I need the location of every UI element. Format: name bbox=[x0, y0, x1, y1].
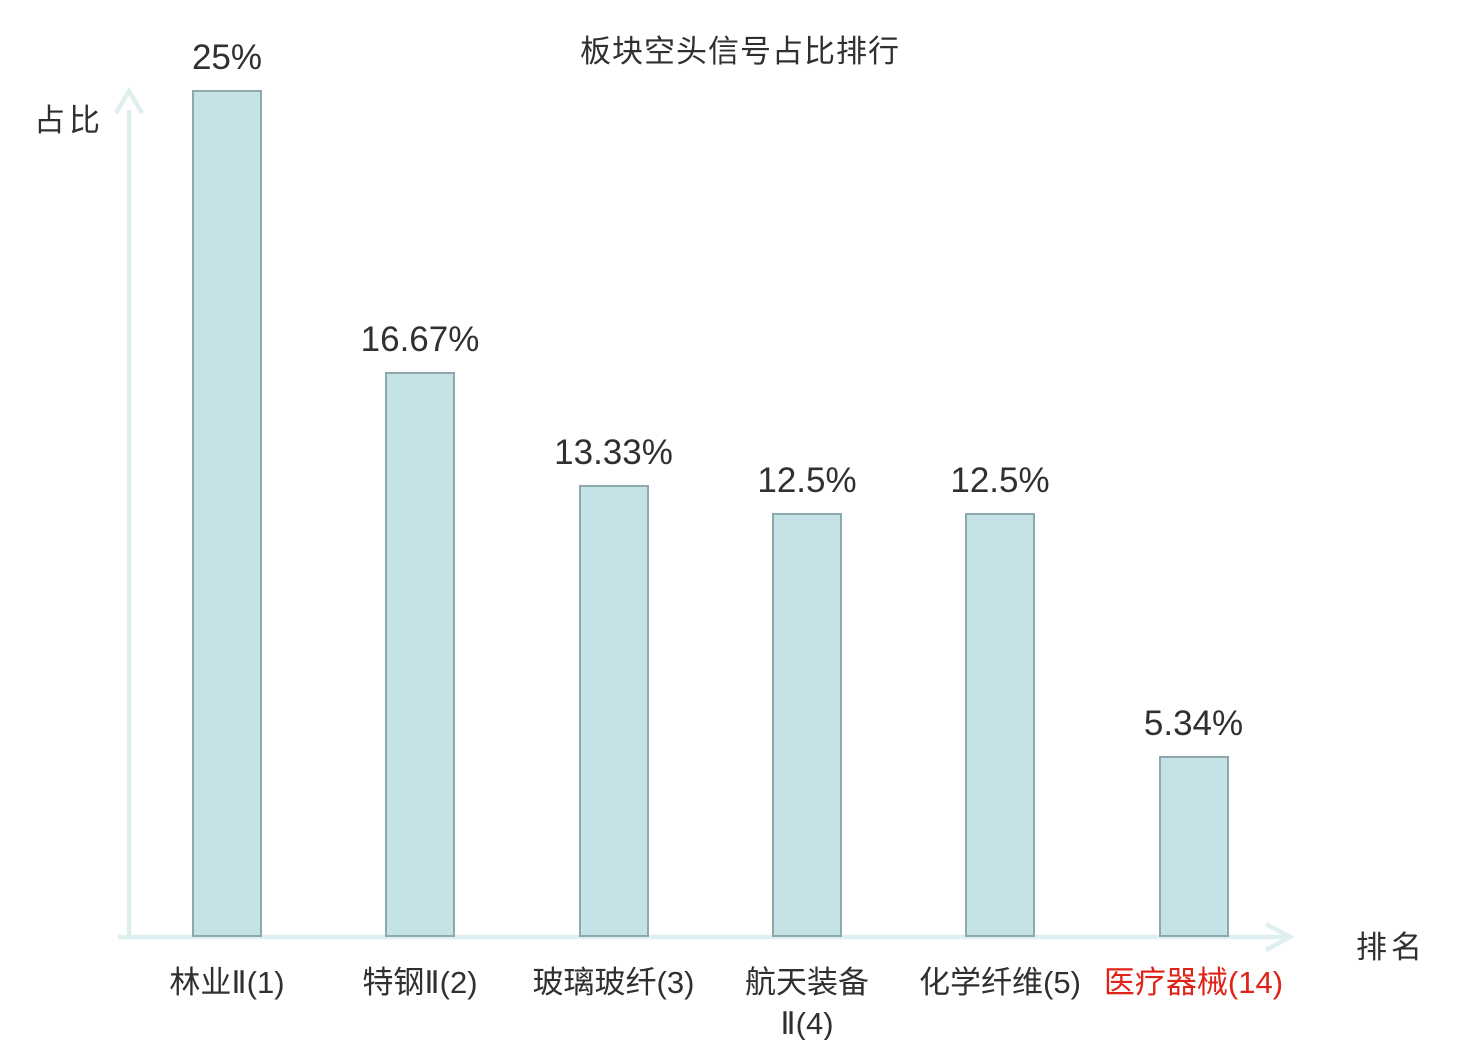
bar bbox=[385, 372, 455, 937]
category-label: 航天装备 Ⅱ(4) bbox=[745, 965, 869, 1040]
bar bbox=[772, 513, 842, 937]
bar-value-label: 12.5% bbox=[757, 461, 857, 500]
bar bbox=[1158, 756, 1229, 937]
category-label: 医疗器械(14) bbox=[1103, 965, 1284, 1000]
bar-group: 5.34% 医疗器械(14) bbox=[1094, 0, 1294, 1000]
bar-value-label: 5.34% bbox=[1143, 704, 1244, 743]
bar bbox=[965, 513, 1035, 937]
y-axis-title: 占比 bbox=[34, 103, 104, 138]
chart-title: 板块空头信号占比排行 bbox=[580, 34, 900, 69]
bar bbox=[578, 485, 649, 937]
bar bbox=[192, 90, 262, 937]
y-axis-arrow-icon bbox=[114, 86, 144, 115]
bar-group: 16.67% 特钢Ⅱ(2) bbox=[320, 0, 520, 1000]
bar-group: 12.5% 化学纤维(5) bbox=[900, 0, 1100, 1000]
x-axis-title: 排名 bbox=[1356, 930, 1426, 965]
bar-value-label: 25% bbox=[191, 38, 263, 77]
bar-group: 25% 林业Ⅱ(1) bbox=[127, 0, 327, 1000]
category-label: 玻璃玻纤(3) bbox=[532, 965, 695, 1000]
bar-value-label: 12.5% bbox=[950, 461, 1050, 500]
category-label: 林业Ⅱ(1) bbox=[169, 965, 285, 1000]
bar-value-label: 13.33% bbox=[554, 433, 673, 472]
bar-value-label: 16.67% bbox=[360, 320, 480, 359]
category-label: 特钢Ⅱ(2) bbox=[362, 965, 478, 1000]
bar-group: 13.33% 玻璃玻纤(3) bbox=[514, 0, 714, 1000]
bar-group: 12.5% 航天装备 Ⅱ(4) bbox=[707, 0, 907, 1040]
x-axis-arrow-icon bbox=[1264, 922, 1295, 952]
category-label: 化学纤维(5) bbox=[919, 965, 1081, 1000]
